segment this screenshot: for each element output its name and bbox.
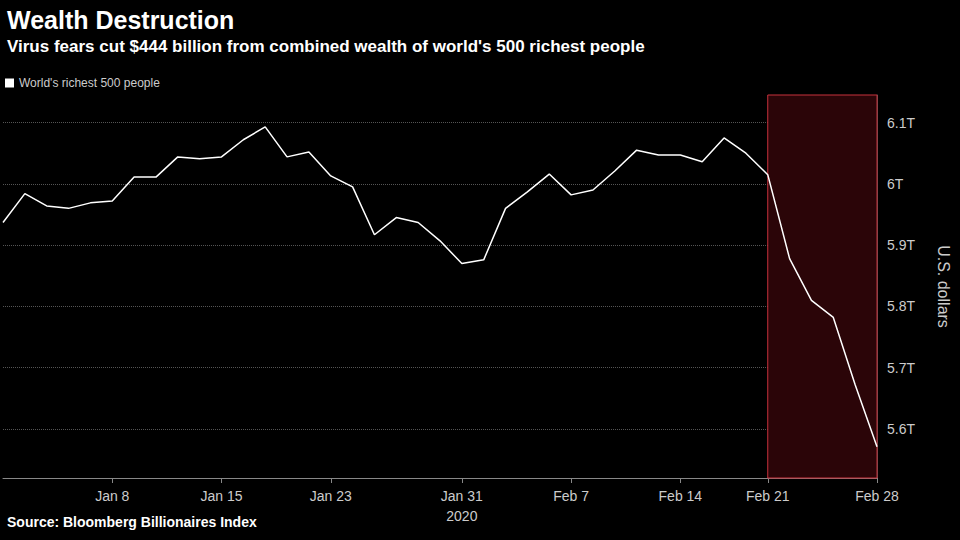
svg-text:Source: Bloomberg Billionaires: Source: Bloomberg Billionaires Index [7, 514, 257, 530]
svg-text:U.S. dollars: U.S. dollars [935, 245, 952, 328]
svg-text:Feb 14: Feb 14 [659, 488, 703, 504]
svg-text:Jan 31: Jan 31 [441, 488, 483, 504]
svg-text:Jan 23: Jan 23 [310, 488, 352, 504]
svg-text:Feb 28: Feb 28 [855, 488, 899, 504]
svg-text:Jan 15: Jan 15 [200, 488, 242, 504]
svg-text:2020: 2020 [446, 508, 477, 524]
svg-text:Jan 8: Jan 8 [95, 488, 129, 504]
svg-text:Wealth Destruction: Wealth Destruction [7, 6, 234, 34]
svg-text:World's richest 500 people: World's richest 500 people [19, 76, 160, 90]
svg-text:Feb 7: Feb 7 [553, 488, 589, 504]
svg-text:5.6T: 5.6T [887, 421, 915, 437]
svg-text:5.8T: 5.8T [887, 298, 915, 314]
svg-text:Virus fears cut $444 billion f: Virus fears cut $444 billion from combin… [7, 37, 645, 56]
svg-text:Feb 21: Feb 21 [746, 488, 790, 504]
svg-text:5.7T: 5.7T [887, 360, 915, 376]
svg-text:6T: 6T [887, 176, 904, 192]
svg-text:5.9T: 5.9T [887, 237, 915, 253]
svg-text:6.1T: 6.1T [887, 115, 915, 131]
